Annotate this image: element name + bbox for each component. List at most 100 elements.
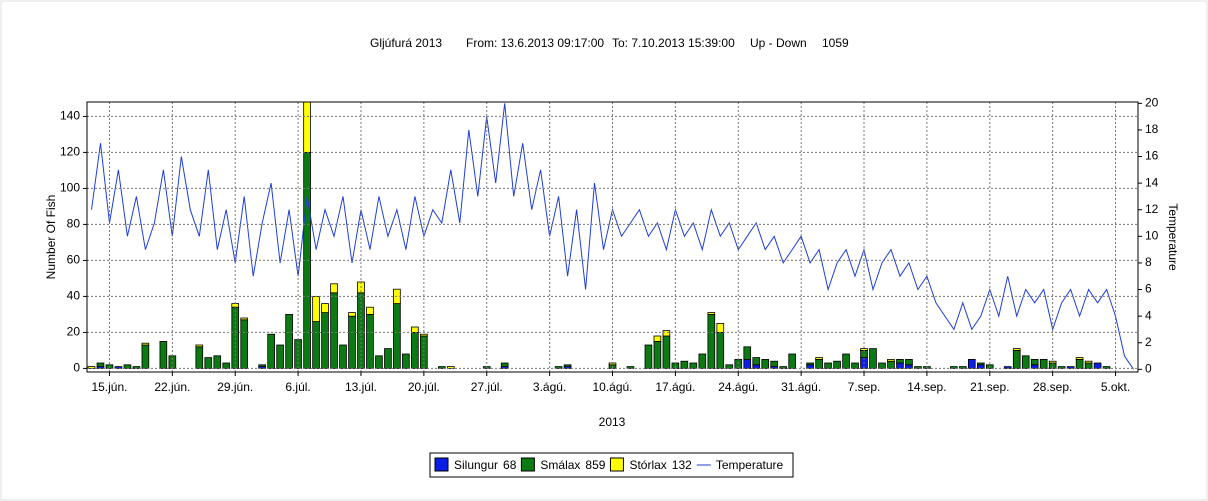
x-tick-label: 6.júl. [285, 380, 310, 394]
x-tick-label: 3.ágú. [533, 380, 566, 394]
bar-segment [1075, 358, 1084, 369]
bar-segment [123, 364, 132, 369]
bar-segment [824, 362, 832, 369]
bar-segment [312, 321, 320, 369]
legend-name: Smálax [540, 458, 580, 472]
bar-segment [851, 362, 859, 369]
bar-segment [725, 364, 734, 369]
x-tick-label: 31.ágú. [781, 380, 821, 394]
y-tick-label: 20 [67, 325, 81, 339]
bar-segment [1030, 364, 1039, 369]
bar-segment [1030, 358, 1039, 366]
legend-total: 68 [503, 458, 517, 472]
bar-segment [1012, 348, 1021, 351]
bar-segment [1021, 355, 1030, 369]
bar-segment [438, 366, 446, 369]
bar-segment [662, 335, 671, 369]
x-tick-label: 20.júl. [408, 380, 440, 394]
bar-segment [114, 366, 123, 369]
bar-segment [276, 344, 284, 369]
bar-segment [716, 322, 725, 333]
bar-segment [752, 364, 761, 369]
bar-segment [743, 346, 752, 360]
bar-segment [887, 358, 895, 362]
bar-segment [905, 364, 913, 369]
chart-title: Gljúfurá 2013 [370, 36, 442, 50]
y-tick-label: 40 [67, 289, 81, 303]
bar-segment [195, 344, 204, 348]
plot: 0 20 40 60 80 100 120 140 0 2 4 6 8 10 12 14 16 18 20 15.jú… [60, 96, 1159, 395]
bar-segment [446, 366, 455, 369]
bar-segment [258, 364, 266, 367]
bar-segment [976, 364, 985, 369]
bar-segment [1012, 349, 1021, 369]
bar-segment [887, 360, 895, 369]
x-tick-label: 21.sep. [970, 380, 1009, 394]
bar-segment [159, 340, 168, 369]
legend-name: Temperature [716, 458, 784, 472]
y2-tick-label: 10 [1145, 229, 1159, 243]
y-axis-label: Number Of Fish [44, 195, 58, 280]
bar-segment [393, 303, 401, 369]
x-tick-label: 15.jún. [91, 380, 127, 394]
bar-segment [366, 313, 374, 369]
legend-label: Stórlax 132 [629, 458, 692, 472]
legend-label: Smálax 859 [540, 458, 605, 472]
bar-segment [815, 358, 823, 369]
bar-segment [716, 331, 725, 369]
bar-segment [411, 326, 419, 333]
bar-segment [644, 344, 653, 369]
bar-segment [240, 317, 249, 321]
y2-tick-label: 16 [1145, 149, 1159, 163]
bar-segment [869, 348, 877, 369]
bar-segment [1102, 366, 1111, 369]
count-label: Up - Down [750, 36, 807, 50]
legend-name: Silungur [454, 458, 498, 472]
x-tick-label: 13.júl. [345, 380, 377, 394]
temperature-line [91, 103, 1134, 370]
y-tick-label: 140 [60, 109, 80, 123]
y2-tick-label: 6 [1145, 282, 1152, 296]
legend-swatch [520, 457, 535, 472]
bar-segment [384, 348, 392, 369]
legend [429, 452, 794, 478]
bar-segment [653, 340, 662, 369]
bar-segment [500, 362, 509, 367]
x-tick-label: 24.ágú. [718, 380, 758, 394]
bar-segment [303, 102, 311, 153]
bar-segment [204, 357, 213, 369]
bar-segment [626, 366, 635, 369]
bar-segment [195, 346, 204, 369]
bar-segment [653, 335, 662, 342]
legend-label: Temperature [716, 458, 784, 472]
bar-segment [96, 362, 105, 367]
bar-segment [707, 312, 716, 315]
bar-segment [896, 362, 904, 369]
bar-segment [752, 357, 761, 366]
y-tick-label: 80 [67, 217, 81, 231]
y-tick-label: 120 [60, 145, 80, 159]
bar-segment [680, 360, 689, 369]
y-tick-label: 0 [73, 361, 80, 375]
bar-segment [348, 312, 356, 317]
bar-segment [348, 315, 356, 369]
x-axis-label: 2013 [599, 415, 626, 429]
x-tick-label: 7.sep. [848, 380, 881, 394]
bar-segment [411, 331, 419, 369]
bar-segment [878, 362, 886, 369]
bar-segment [698, 353, 707, 369]
y2-tick-label: 2 [1145, 335, 1152, 349]
bar-segment [312, 295, 320, 322]
y2-tick-label: 20 [1145, 96, 1159, 110]
x-tick-label: 10.ágú. [592, 380, 632, 394]
legend-total: 859 [585, 458, 605, 472]
bar-segment [1084, 360, 1093, 364]
bar-segment [141, 342, 150, 346]
count: 1059 [822, 36, 849, 50]
x-tick-label: 29.jún. [217, 380, 253, 394]
bar-segment [976, 362, 985, 366]
y-tick-label: 100 [60, 181, 80, 195]
header: Gljúfurá 2013 From: 13.6.2013 09:17:00 T… [370, 36, 849, 50]
